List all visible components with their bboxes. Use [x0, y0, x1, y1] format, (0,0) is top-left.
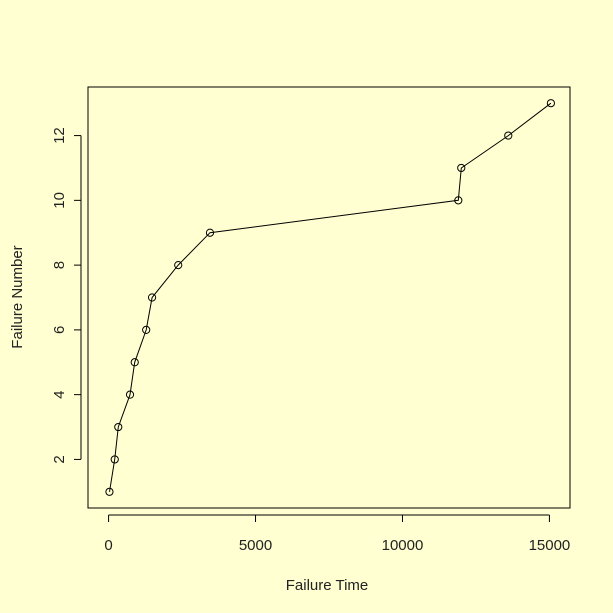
x-axis: 0 5000 10000 15000 [104, 514, 571, 554]
y-tick-label: 12 [51, 127, 68, 144]
x-tick-label: 5000 [239, 537, 272, 554]
data-point [174, 261, 183, 270]
y-axis-label: Failure Number [9, 245, 26, 348]
data-point [147, 293, 157, 302]
data-point [125, 390, 135, 399]
y-tick-label: 4 [51, 390, 68, 398]
y-tick-label: 6 [51, 326, 68, 334]
x-tick-label: 0 [104, 537, 112, 554]
data-point [142, 325, 151, 334]
y-axis: 2 4 6 8 10 12 [51, 127, 82, 464]
data-point [105, 487, 114, 496]
data-point [130, 358, 139, 367]
data-point [457, 163, 466, 173]
data-point [110, 455, 119, 464]
x-axis-label: Failure Time [286, 577, 369, 594]
data-point [454, 196, 463, 205]
data-point [114, 422, 123, 432]
x-tick-label: 15000 [529, 537, 571, 554]
y-tick-label: 10 [51, 192, 68, 209]
data-point [504, 131, 513, 140]
series-layer [105, 99, 555, 496]
series-line [109, 102, 552, 492]
y-tick-label: 2 [51, 455, 68, 463]
y-tick-label: 8 [51, 261, 68, 269]
plot-frame [87, 86, 571, 509]
data-point [205, 228, 215, 237]
data-point [546, 99, 555, 108]
x-tick-label: 10000 [382, 537, 424, 554]
